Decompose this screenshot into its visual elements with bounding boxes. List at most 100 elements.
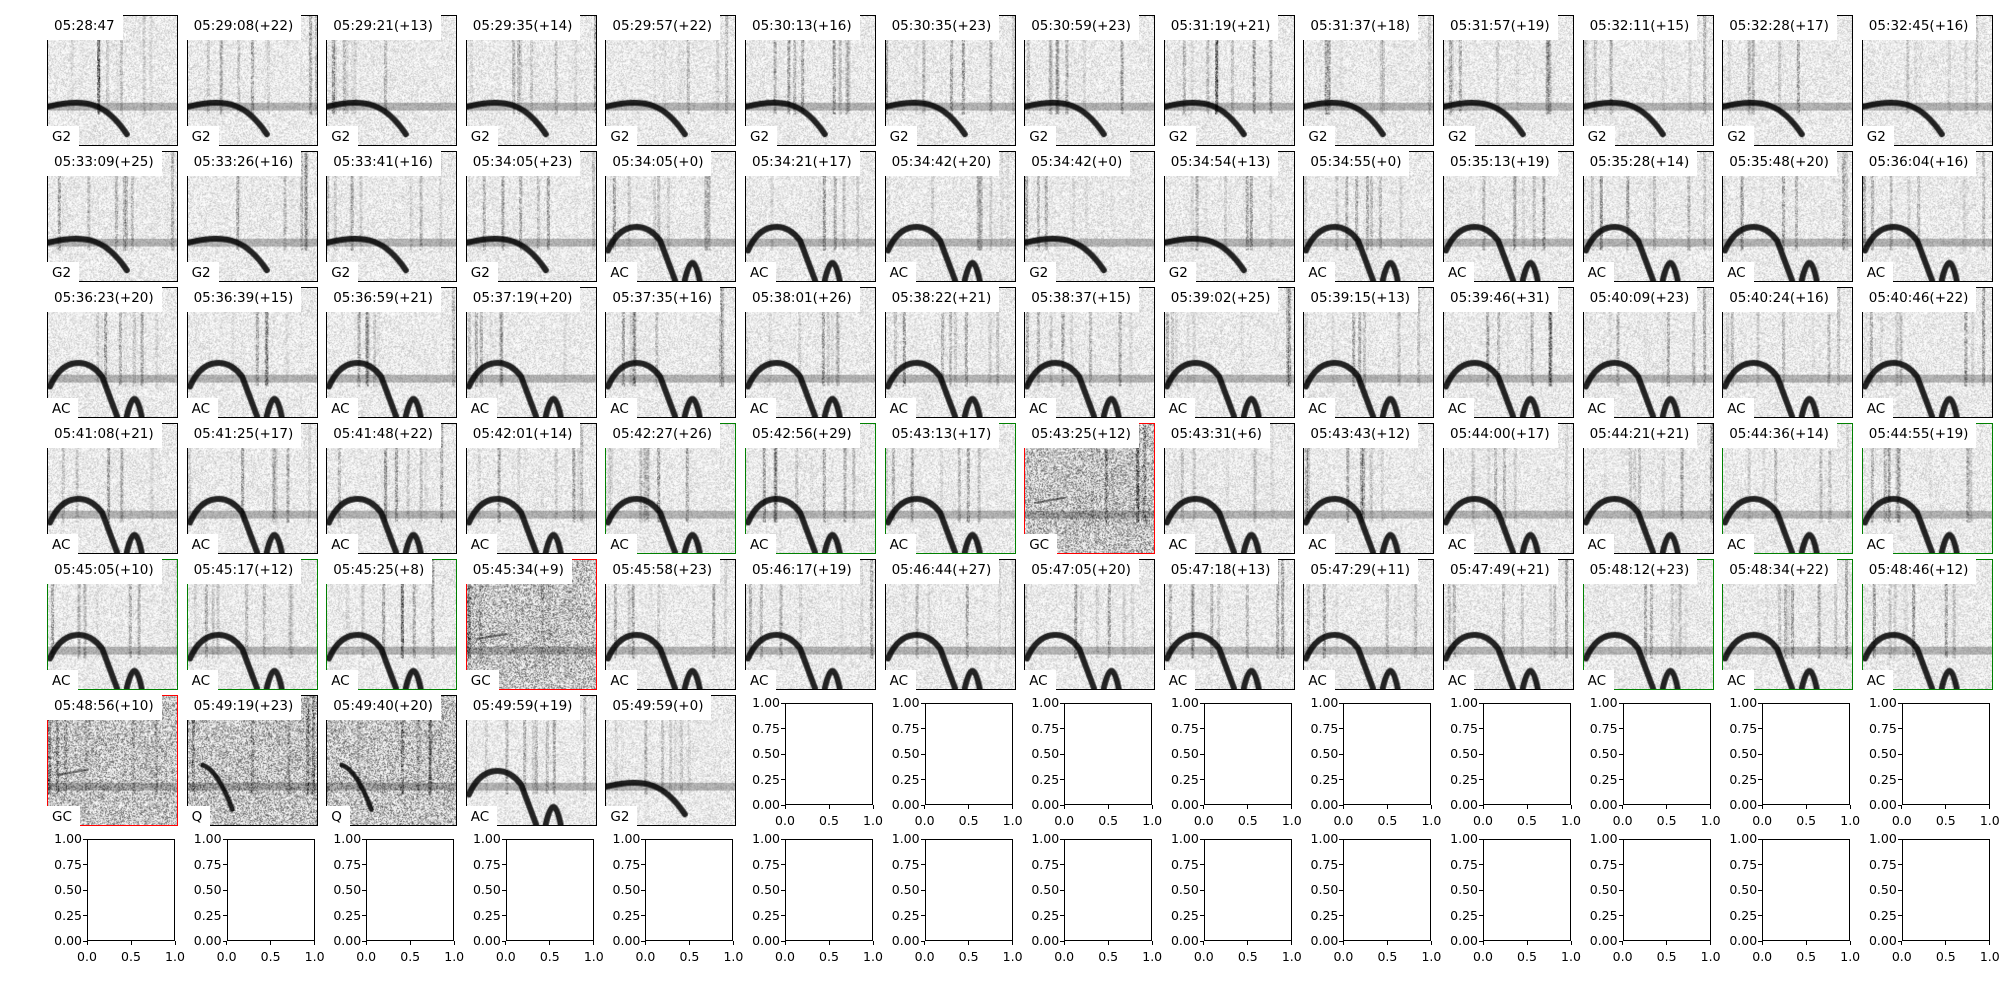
y-tick-label: 1.00: [193, 831, 222, 846]
x-tick-label: 1.0: [304, 949, 325, 964]
y-tick-label: 0.75: [1868, 856, 1897, 872]
spectrogram-panel: 05:41:08(+21) AC: [46, 422, 178, 555]
spectrogram-panel: 05:30:13(+16) G2: [744, 14, 876, 147]
panel-class-label: AC: [604, 534, 637, 555]
panel-title: 05:40:09(+23): [1581, 286, 1698, 312]
y-tick-label: 0.75: [1589, 856, 1618, 872]
panel-class-label: AC: [1860, 398, 1894, 419]
x-tick-mark: [86, 941, 88, 945]
empty-axes: [1343, 703, 1432, 805]
x-tick-mark: [1151, 805, 1153, 809]
y-tick-mark: [1758, 940, 1763, 942]
y-tick-mark: [1339, 940, 1344, 942]
y-tick-mark: [1758, 779, 1763, 780]
y-tick-label: 0.00: [1450, 933, 1478, 948]
y-tick-label: 0.25: [1031, 771, 1060, 787]
x-tick-label: 0.5: [1935, 813, 1956, 828]
x-tick-mark: [1710, 941, 1712, 945]
spectrogram-panel: 05:49:59(+0) G2: [604, 694, 737, 827]
y-tick-label: 0.25: [1031, 907, 1060, 923]
panel-title: 05:31:37(+18): [1302, 14, 1419, 40]
y-tick-label: 0.50: [1170, 746, 1199, 761]
panel-title: 05:42:56(+29): [744, 422, 860, 448]
panel-title: 05:33:41(+16): [325, 150, 441, 176]
y-tick-mark: [1618, 889, 1623, 891]
x-tick-label: 1.0: [1002, 813, 1023, 828]
x-tick-label: 1.0: [863, 813, 883, 828]
y-tick-label: 1.00: [1450, 695, 1478, 710]
panel-title: 05:34:55(+0): [1302, 150, 1410, 176]
x-tick-mark: [1805, 941, 1807, 945]
panel-title: 05:38:01(+26): [744, 286, 860, 312]
panel-title: 05:36:23(+20): [46, 286, 162, 312]
panel-title: 05:36:59(+21): [325, 286, 441, 312]
y-tick-label: 1.00: [1589, 695, 1618, 710]
y-tick-label: 0.50: [1729, 746, 1758, 761]
x-tick-mark: [968, 941, 970, 945]
y-tick-mark: [1618, 728, 1623, 729]
spectrogram-panel: 05:33:09(+25) G2: [46, 150, 178, 283]
x-tick-mark: [505, 941, 507, 945]
y-tick-label: 0.75: [1031, 856, 1060, 872]
y-tick-label: 0.50: [891, 746, 920, 761]
x-tick-label: 1.0: [1700, 813, 1721, 828]
y-tick-label: 1.00: [1310, 695, 1339, 710]
y-tick-mark: [83, 915, 87, 916]
y-tick-mark: [1618, 838, 1623, 840]
spectrogram-panel: 05:39:15(+13) AC: [1302, 286, 1435, 419]
x-tick-mark: [1526, 941, 1528, 945]
empty-axes: [87, 839, 175, 941]
y-tick-label: 0.25: [1170, 771, 1199, 787]
y-tick-mark: [920, 804, 925, 806]
x-tick-label: 0.5: [1935, 949, 1956, 964]
y-tick-mark: [920, 779, 925, 780]
y-tick-mark: [781, 838, 785, 840]
y-tick-mark: [83, 864, 87, 865]
x-tick-mark: [872, 805, 874, 809]
y-tick-label: 0.00: [1310, 797, 1339, 812]
panel-class-label: Q: [185, 806, 211, 827]
x-tick-label: 0.0: [1473, 813, 1493, 828]
y-tick-label: 0.25: [1729, 771, 1758, 787]
panel-class-label: AC: [1162, 534, 1196, 555]
x-tick-label: 1.0: [1281, 949, 1302, 964]
spectrogram-panel: 05:31:37(+18) G2: [1302, 14, 1435, 147]
panel-title: 05:33:09(+25): [46, 150, 162, 176]
panel-class-label: AC: [1581, 670, 1615, 691]
spectrogram-panel: 05:42:56(+29) AC: [744, 422, 876, 555]
x-tick-mark: [732, 941, 734, 945]
y-tick-label: 0.75: [1729, 720, 1758, 736]
y-tick-label: 1.00: [612, 831, 641, 846]
panel-class-label: G2: [1162, 262, 1196, 283]
y-tick-label: 0.75: [1729, 856, 1758, 872]
y-tick-label: 0.00: [1729, 933, 1758, 948]
y-tick-label: 0.75: [54, 856, 82, 872]
x-tick-label: 0.0: [914, 949, 935, 964]
panel-title: 05:45:05(+10): [46, 558, 162, 584]
y-tick-label: 1.00: [1729, 831, 1758, 846]
y-tick-label: 1.00: [891, 831, 920, 846]
x-tick-label: 0.0: [1891, 949, 1912, 964]
panel-title: 05:39:46(+31): [1442, 286, 1558, 312]
x-tick-mark: [1151, 941, 1153, 945]
x-tick-mark: [1430, 805, 1432, 809]
spectrogram-panel: 05:31:19(+21) G2: [1162, 14, 1295, 147]
y-tick-label: 0.75: [1031, 720, 1060, 736]
y-tick-label: 0.00: [1031, 933, 1060, 948]
y-tick-mark: [920, 753, 925, 755]
y-tick-label: 0.00: [54, 933, 82, 948]
panel-title: 05:36:39(+15): [185, 286, 302, 312]
x-tick-mark: [1849, 805, 1851, 809]
panel-title: 05:49:40(+20): [325, 694, 441, 720]
y-tick-mark: [781, 702, 785, 704]
y-tick-mark: [781, 779, 785, 780]
y-tick-label: 1.00: [1589, 831, 1618, 846]
x-tick-label: 1.0: [1281, 813, 1302, 828]
y-tick-label: 0.25: [891, 771, 920, 787]
y-tick-label: 0.75: [472, 856, 501, 872]
y-tick-label: 1.00: [333, 831, 362, 846]
panel-class-label: AC: [1860, 534, 1894, 555]
y-tick-label: 1.00: [891, 695, 920, 710]
spectrogram-panel: 05:36:39(+15) AC: [185, 286, 318, 419]
y-tick-mark: [1060, 838, 1065, 840]
